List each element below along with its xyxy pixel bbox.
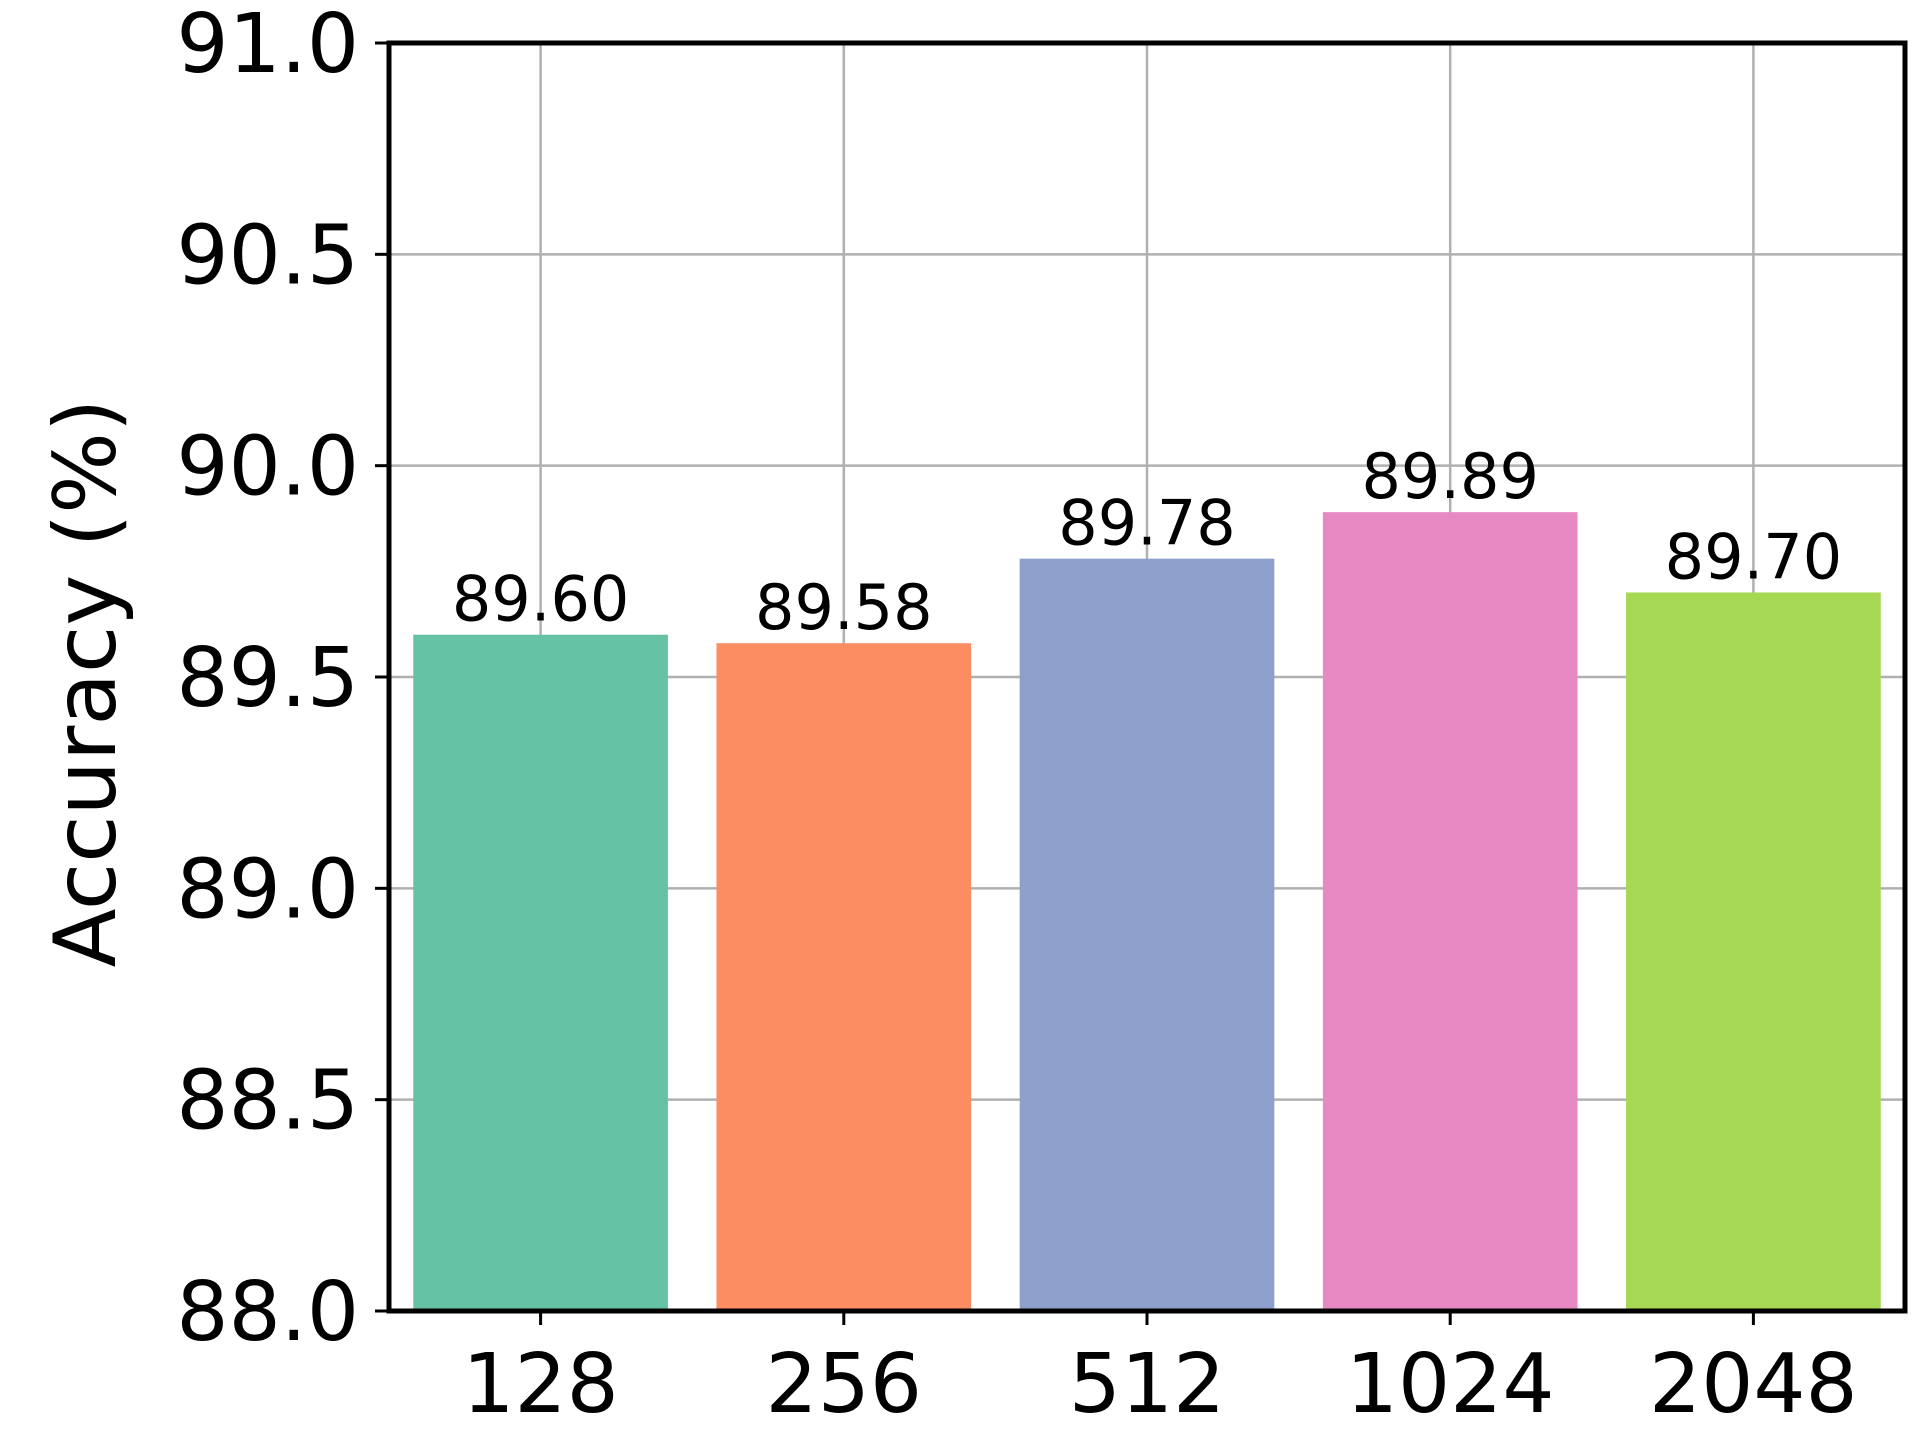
x-tick-label: 2048 (1649, 1337, 1858, 1432)
x-tick-label: 128 (462, 1337, 619, 1432)
x-tick-label: 1024 (1346, 1337, 1555, 1432)
axes-layer (375, 40, 1908, 1325)
y-tick-label: 89.0 (176, 842, 359, 937)
bar-256 (716, 643, 972, 1311)
y-tick-label: 90.5 (176, 208, 359, 303)
bar-value-label: 89.70 (1665, 520, 1843, 593)
bar-value-label: 89.89 (1361, 440, 1539, 513)
bar-2048 (1626, 592, 1881, 1311)
x-tick-label: 256 (766, 1337, 923, 1432)
bar-value-label: 89.78 (1058, 487, 1236, 560)
label-layer: 88.0 88.5 89.0 89.5 90.0 90.5 91.0 89.60 128 89.5… (176, 0, 1857, 1432)
y-axis-label: Accuracy (%) (36, 399, 136, 968)
bar-value-label: 89.60 (452, 563, 630, 636)
y-tick-label: 91.0 (176, 0, 359, 92)
bar-512 (1019, 558, 1275, 1311)
plot-frame (386, 40, 1908, 1314)
y-tick-label: 89.5 (176, 631, 359, 726)
y-tick-label: 88.0 (176, 1265, 359, 1360)
x-tick-label: 512 (1069, 1337, 1226, 1432)
bar-128 (413, 634, 668, 1311)
bar-1024 (1322, 512, 1578, 1311)
bar-value-label: 89.58 (755, 571, 933, 644)
y-tick-label: 90.0 (176, 420, 359, 515)
y-tick-label: 88.5 (176, 1054, 359, 1149)
bar-layer (413, 512, 1881, 1311)
